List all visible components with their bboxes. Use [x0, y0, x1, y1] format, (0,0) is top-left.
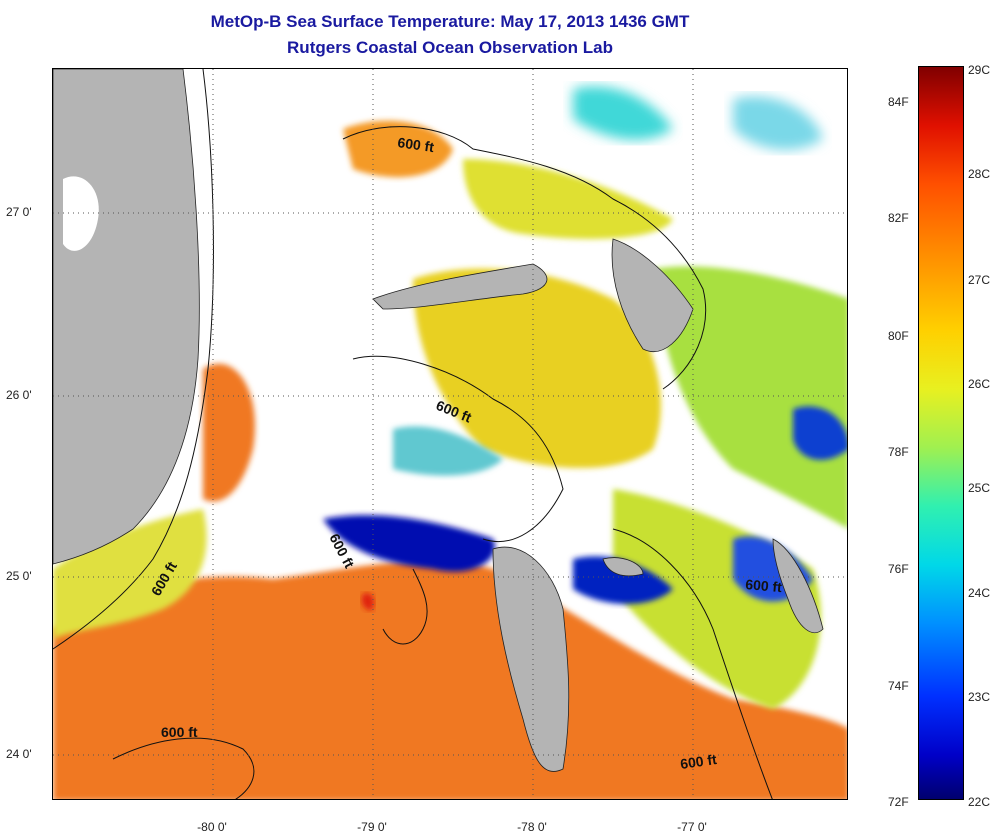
contour-south	[382, 568, 428, 645]
colorbar-fahrenheit-label: 72F	[888, 795, 909, 809]
grand-bahama-land	[372, 263, 548, 310]
sst-warm-north	[343, 120, 453, 178]
colorbar-fahrenheit-label: 78F	[888, 445, 909, 459]
longitude-label: -79 0'	[357, 820, 387, 834]
latitude-label: 24 0'	[6, 747, 32, 761]
colorbar-fahrenheit-label: 76F	[888, 562, 909, 576]
colorbar-celsius-label: 22C	[968, 795, 991, 809]
sst-mid-north	[463, 159, 673, 239]
sst-hot-spot	[361, 592, 375, 611]
latitude-label: 26 0'	[6, 388, 32, 402]
eleuthera-land	[772, 538, 824, 634]
colorbar-celsius-label: 29C	[968, 63, 991, 77]
sst-patches	[53, 86, 847, 799]
longitude-label: -80 0'	[197, 820, 227, 834]
contour-north	[342, 126, 707, 390]
sst-map-canvas: 600 ft 600 ft 600 ft 600 ft 600 ft 600 f…	[53, 69, 847, 799]
colorbar-fahrenheit-label: 84F	[888, 95, 909, 109]
contour-label: 600 ft	[679, 751, 718, 772]
sst-mid-central	[413, 268, 661, 468]
contour-sw	[112, 737, 255, 799]
colorbar-celsius-label: 27C	[968, 273, 991, 287]
abaco-land	[611, 238, 694, 352]
contour-label: 600 ft	[397, 134, 436, 155]
sst-cold-band1	[323, 515, 495, 572]
colorbar-celsius-label: 24C	[968, 586, 991, 600]
sst-green-east	[653, 266, 847, 528]
sst-warm-south	[53, 560, 847, 799]
sst-cold-band2	[573, 556, 673, 604]
colorbar-celsius-label: 28C	[968, 167, 991, 181]
land	[53, 69, 824, 772]
andros-land	[492, 546, 570, 772]
colorbar-celsius-label: 26C	[968, 377, 991, 391]
sst-cool-band	[393, 426, 503, 476]
sst-cyan-n2	[733, 96, 823, 150]
sst-cyan-ne	[573, 86, 673, 140]
island-nw-spot	[63, 176, 99, 251]
contour-florida	[53, 69, 214, 650]
contour-label: 600 ft	[745, 576, 783, 595]
longitude-label: -77 0'	[677, 820, 707, 834]
colorbar-fahrenheit-label: 80F	[888, 329, 909, 343]
sst-yellow-west	[53, 509, 207, 639]
longitude-label: -78 0'	[517, 820, 547, 834]
sst-cold-ne	[793, 406, 847, 460]
contour-label: 600 ft	[161, 724, 198, 740]
sst-warm-sw	[203, 363, 255, 502]
colorbar-celsius-label: 23C	[968, 690, 991, 704]
colorbar-fahrenheit-label: 74F	[888, 679, 909, 693]
map-subtitle: Rutgers Coastal Ocean Observation Lab	[287, 38, 613, 57]
new-providence-land	[602, 557, 644, 577]
colorbar-celsius-label: 25C	[968, 481, 991, 495]
temperature-colorbar	[918, 66, 964, 800]
map-title: MetOp-B Sea Surface Temperature: May 17,…	[210, 12, 690, 31]
contour-se	[612, 528, 773, 799]
latitude-label: 27 0'	[6, 205, 32, 219]
graticule	[53, 69, 847, 799]
colorbar-fahrenheit-label: 82F	[888, 211, 909, 225]
sst-map: 600 ft 600 ft 600 ft 600 ft 600 ft 600 f…	[52, 68, 848, 800]
latitude-label: 25 0'	[6, 569, 32, 583]
